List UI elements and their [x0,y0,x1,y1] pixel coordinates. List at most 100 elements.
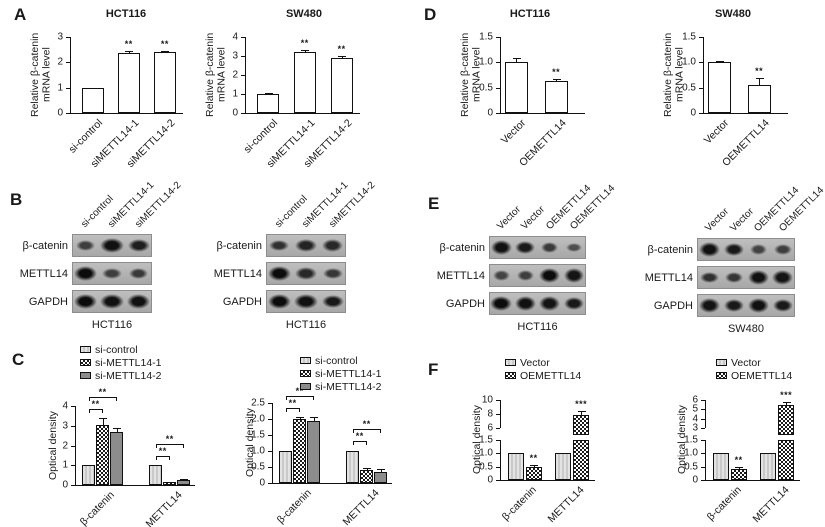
bar [117,53,140,113]
bar [330,57,353,113]
lane-label: Vector [495,204,524,232]
bar-lower-segment [573,440,590,480]
y-tick-mark [699,113,703,114]
y-tick-label: 5 [692,403,698,415]
legend-row: si-METTL14-2 [80,369,162,382]
y-tick-label: 3 [232,50,238,62]
y-tick-label: 1.0 [479,56,493,68]
sig-star: *** [780,390,793,401]
error-bar [786,402,788,405]
protein-band [127,294,151,309]
y-tick-label: 0.5 [684,461,698,473]
bar [507,453,524,480]
protein-label: METTL14 [213,267,262,280]
y-tick-label: 1 [232,88,238,100]
y-tick-mark [701,480,705,481]
y-tick-label: 0 [690,107,696,119]
protein-band [514,296,536,311]
cell-line-caption: HCT116 [285,319,327,331]
bar [525,466,542,480]
error-bar-cap [113,428,122,430]
bar [153,52,176,113]
sig-star: ** [734,455,743,466]
legend-swatch [716,359,727,366]
y-tick-mark [699,62,703,64]
y-axis [70,37,71,113]
bar [110,431,124,485]
legend-knockdown-right: si-control si-METTL14-1 si-METTL14-2 [300,354,382,393]
legend-label: si-METTL14-1 [95,356,162,369]
y-tick-mark [71,485,75,486]
cell-line-caption: HCT116 [91,319,133,331]
y-tick-mark [701,453,705,455]
protein-label: β-catenin [22,239,68,252]
error-bar [116,428,118,432]
y-tick-label: 2 [62,440,68,451]
legend-swatch [505,372,516,379]
error-bar-cap [180,479,189,481]
x-axis [705,480,800,481]
bar-lower-segment [778,440,795,480]
y-tick-label: 0.5 [251,461,265,473]
bar [760,453,777,480]
error-bar-cap [363,467,372,469]
error-bar [299,416,301,419]
error-bar-cap [310,416,319,418]
protein-band [563,296,584,311]
legend-swatch [80,359,91,366]
protein-band [492,270,510,281]
y-tick-mark [496,414,500,415]
y-tick-label: 2 [57,56,63,68]
y-axis [245,37,246,113]
protein-band [128,267,149,280]
bar [707,62,731,113]
protein-band [749,244,767,255]
y-tick-label: 1 [57,82,63,94]
y-axis-label: Relative β-catenin mRNA level [29,32,53,118]
protein-label: GAPDH [653,299,693,312]
error-bar-cap [161,50,170,52]
bar [163,482,177,485]
error-bar-cap [577,410,586,412]
panel-label-a: A [14,5,27,24]
legend-row: si-control [80,343,162,356]
lane-label: Vector [703,206,732,234]
protein-band [490,240,512,255]
legend-swatch [300,383,311,390]
y-tick-mark [241,94,245,95]
error-bar [759,78,761,85]
x-axis [500,480,595,481]
y-tick-label: 2.5 [251,397,265,409]
y-tick-mark [268,451,272,452]
error-bar-cap [125,51,134,53]
error-bar [313,416,315,421]
protein-label: METTL14 [19,267,68,280]
bar [730,468,747,480]
legend-overexpression-left: Vector OEMETTL14 [505,356,581,382]
y-axis-lower [500,440,501,480]
legend-row: OEMETTL14 [505,369,581,382]
legend-row: si-METTL14-2 [300,380,382,393]
y-tick-label: 1.5 [479,31,493,43]
panel-label-d: D [424,5,437,24]
panel-label-b: B [10,190,23,209]
x-category-label: METTL14 [750,484,792,526]
sig-star: ** [300,37,309,48]
x-axis [75,485,195,486]
sig-star: ** [362,419,371,430]
y-tick-mark [241,75,245,76]
sig-bracket [352,429,381,434]
y-tick-mark [496,453,500,455]
bar [279,451,293,483]
x-axis [500,113,585,114]
y-tick-label: 1.5 [479,434,493,446]
protein-band [516,270,535,281]
bar [712,453,729,480]
protein-band [772,270,794,285]
y-tick-mark [496,400,500,401]
blot-strip [489,236,586,259]
y-tick-label: 2 [232,69,238,81]
protein-band [538,268,561,283]
legend-swatch [80,346,91,353]
cell-line-caption: HCT116 [517,321,558,333]
